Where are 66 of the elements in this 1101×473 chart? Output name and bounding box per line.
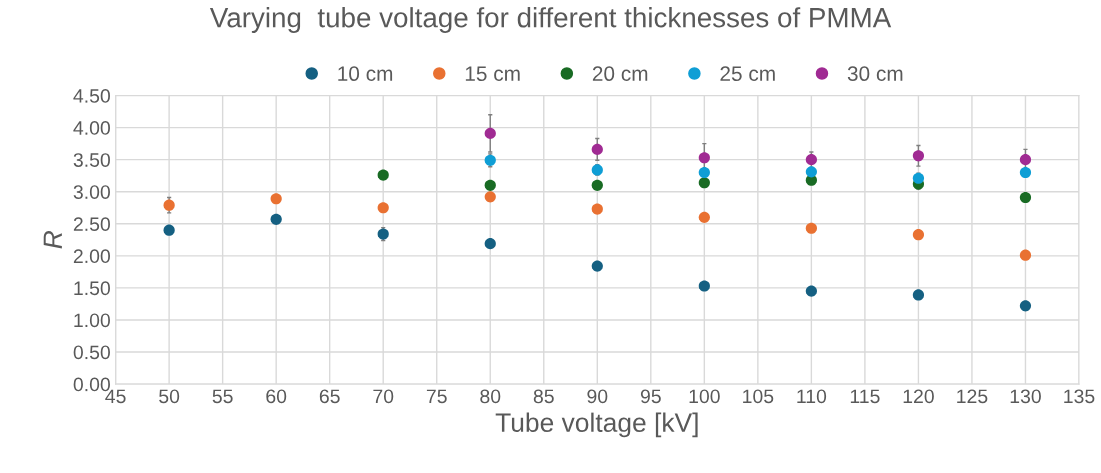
legend-label: 20 cm [592, 66, 648, 82]
y-tick-label: 2.50 [73, 217, 110, 232]
point [1019, 300, 1032, 312]
point [805, 222, 817, 234]
x-tick-label: 100 [689, 389, 720, 404]
x-tick-label: 70 [373, 389, 394, 404]
point [912, 172, 925, 184]
point [1019, 249, 1032, 261]
x-tick-label: 65 [319, 389, 340, 404]
point [1019, 166, 1032, 179]
y-tick-label: 4.00 [73, 121, 110, 135]
point [484, 127, 496, 139]
point [270, 213, 282, 225]
y-tick-label: 1.50 [74, 281, 110, 296]
point [698, 152, 710, 164]
point [912, 289, 925, 301]
x-tick-label: 135 [1064, 389, 1095, 404]
point [912, 150, 925, 162]
legend-label: 30 cm [847, 66, 903, 82]
x-tick-label: 130 [1010, 389, 1041, 404]
x-tick-label: 75 [426, 389, 447, 404]
point [163, 224, 175, 236]
point [270, 193, 282, 205]
point [163, 199, 175, 211]
point [1019, 154, 1032, 166]
y-tick-label: 3.50 [73, 153, 110, 167]
legend-label: 10 cm [338, 66, 393, 82]
point [698, 166, 710, 179]
point [591, 179, 603, 191]
x-tick-label: 55 [212, 389, 233, 404]
point [698, 211, 710, 223]
x-tick-label: 105 [743, 389, 774, 404]
point [805, 166, 817, 178]
point [591, 260, 603, 272]
point [377, 169, 389, 181]
x-tick-label: 95 [640, 389, 661, 404]
y-tick-label: 2.00 [73, 249, 110, 264]
x-tick-label: 115 [850, 389, 880, 404]
point [484, 191, 496, 203]
point [377, 202, 389, 214]
x-axis-title: Tube voltage [kV] [495, 412, 698, 438]
point [805, 285, 817, 297]
point [698, 177, 710, 189]
x-tick-label: 50 [159, 389, 180, 404]
point [912, 229, 925, 241]
x-tick-label: 60 [266, 389, 287, 404]
point [698, 280, 710, 292]
point [1019, 191, 1032, 204]
legend-label: 15 cm [465, 66, 520, 82]
y-tick-label: 4.50 [73, 89, 110, 103]
point [591, 203, 603, 215]
x-tick-label: 125 [957, 389, 988, 404]
x-tick-label: 85 [533, 389, 554, 404]
x-tick-label: 80 [480, 389, 501, 404]
x-tick-label: 90 [587, 389, 608, 404]
point [484, 179, 496, 191]
y-tick-label: 0.50 [73, 345, 110, 360]
x-tick-label: 110 [797, 389, 827, 404]
point [484, 238, 496, 250]
x-tick-label: 120 [903, 389, 934, 404]
y-tick-label: 3.00 [73, 185, 110, 199]
legend-label: 25 cm [720, 66, 775, 82]
point [591, 143, 603, 155]
y-axis-title: R [43, 231, 62, 249]
y-tick-label: 1.00 [74, 313, 110, 328]
chart-title: Varying tube voltage for different thicknesses of PMMA [209, 7, 892, 33]
